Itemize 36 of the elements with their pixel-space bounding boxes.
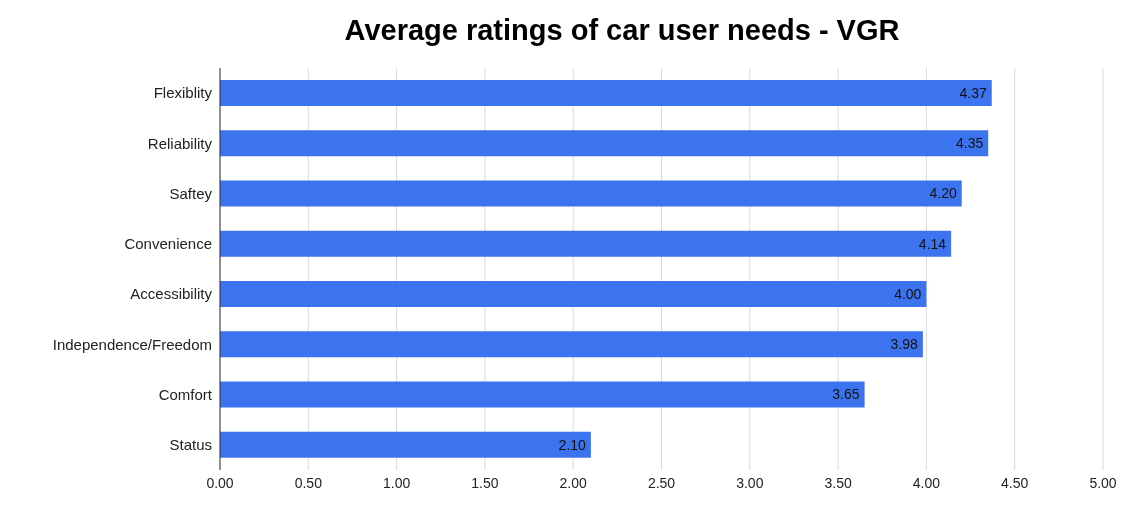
data-label: 2.10 — [558, 436, 587, 453]
x-tick-label: 4.50 — [1001, 474, 1029, 491]
x-tick-label: 5.00 — [1089, 474, 1117, 491]
bar — [220, 381, 865, 408]
data-label: 3.98 — [890, 336, 919, 353]
bar — [220, 130, 989, 157]
y-tick-label: Accessibility — [130, 285, 213, 303]
x-tick-label: 3.50 — [824, 474, 852, 491]
bar — [220, 80, 992, 106]
data-label: 3.65 — [832, 386, 860, 403]
y-tick-label: Independence/Freedom — [52, 335, 212, 353]
bar — [220, 281, 927, 307]
chart-title: Average ratings of car user needs - VGR — [343, 13, 901, 48]
bar — [220, 331, 923, 358]
y-tick-label: Flexiblity — [153, 84, 213, 102]
bar — [220, 230, 952, 257]
x-tick-label: 1.00 — [382, 474, 411, 491]
bar — [220, 431, 591, 458]
data-label: 4.14 — [918, 235, 947, 252]
y-tick-label: Saftey — [169, 184, 213, 202]
data-label: 4.00 — [894, 285, 922, 302]
y-tick-label: Convenience — [124, 235, 212, 253]
x-tick-label: 1.50 — [471, 474, 499, 491]
data-label: 4.37 — [959, 84, 987, 101]
x-tick-label: 0.00 — [206, 474, 234, 491]
data-label: 4.35 — [955, 135, 984, 152]
x-tick-label: 0.50 — [294, 474, 323, 491]
x-tick-label: 4.00 — [912, 474, 941, 491]
y-tick-label: Status — [169, 436, 212, 454]
bar — [220, 180, 962, 207]
x-tick-label: 2.00 — [559, 474, 588, 491]
x-tick-label: 3.00 — [736, 474, 764, 491]
data-label: 4.20 — [929, 185, 957, 202]
x-tick-label: 2.50 — [647, 474, 676, 491]
y-tick-label: Reliability — [147, 134, 213, 152]
y-tick-label: Comfort — [158, 385, 213, 403]
